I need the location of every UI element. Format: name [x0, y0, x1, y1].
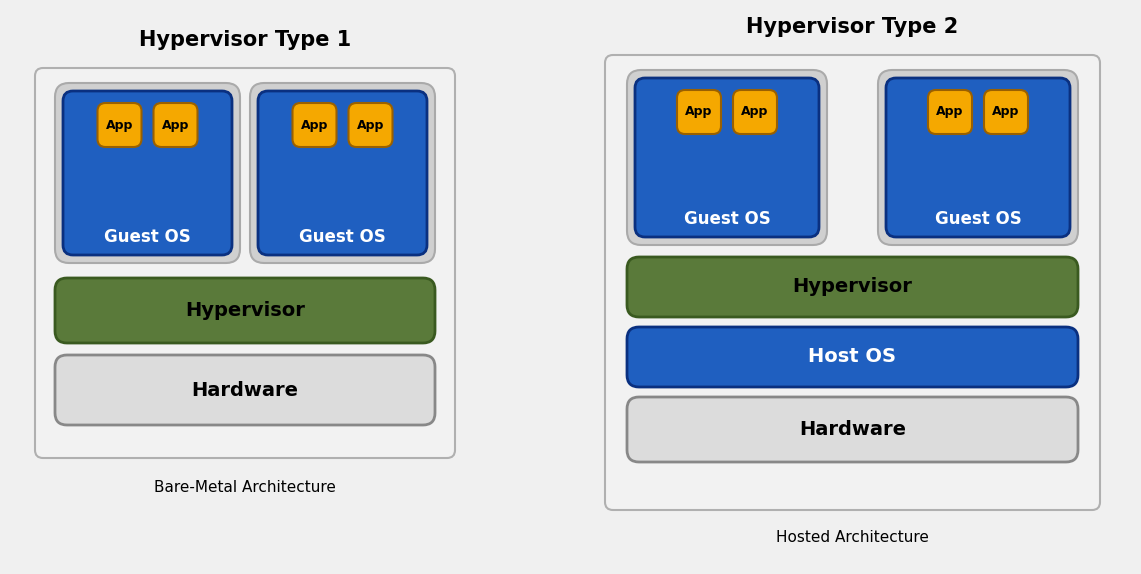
Text: App: App [301, 118, 329, 131]
Text: App: App [357, 118, 385, 131]
Text: Hypervisor: Hypervisor [185, 301, 305, 320]
FancyBboxPatch shape [879, 70, 1078, 245]
FancyBboxPatch shape [628, 70, 827, 245]
FancyBboxPatch shape [887, 78, 1070, 237]
FancyBboxPatch shape [628, 397, 1078, 462]
FancyBboxPatch shape [258, 91, 427, 255]
Text: App: App [686, 106, 713, 118]
FancyBboxPatch shape [677, 90, 721, 134]
FancyBboxPatch shape [35, 68, 455, 458]
Text: App: App [162, 118, 189, 131]
FancyBboxPatch shape [733, 90, 777, 134]
Text: Hypervisor Type 2: Hypervisor Type 2 [746, 17, 958, 37]
Text: App: App [993, 106, 1020, 118]
Text: App: App [106, 118, 133, 131]
FancyBboxPatch shape [928, 90, 972, 134]
Text: Guest OS: Guest OS [934, 210, 1021, 228]
FancyBboxPatch shape [55, 278, 435, 343]
FancyBboxPatch shape [628, 257, 1078, 317]
Text: Bare-Metal Architecture: Bare-Metal Architecture [154, 480, 335, 495]
Text: Guest OS: Guest OS [299, 228, 386, 246]
FancyBboxPatch shape [628, 327, 1078, 387]
FancyBboxPatch shape [250, 83, 435, 263]
FancyBboxPatch shape [55, 355, 435, 425]
Text: App: App [937, 106, 964, 118]
Text: Guest OS: Guest OS [104, 228, 191, 246]
FancyBboxPatch shape [605, 55, 1100, 510]
Text: Hardware: Hardware [192, 381, 299, 400]
Text: Hypervisor Type 1: Hypervisor Type 1 [139, 30, 351, 50]
FancyBboxPatch shape [154, 103, 197, 147]
FancyBboxPatch shape [636, 78, 819, 237]
Text: Hypervisor: Hypervisor [793, 277, 913, 297]
FancyBboxPatch shape [55, 83, 240, 263]
Text: Guest OS: Guest OS [683, 210, 770, 228]
FancyBboxPatch shape [97, 103, 141, 147]
Text: App: App [742, 106, 769, 118]
Text: Host OS: Host OS [809, 347, 897, 367]
Text: Hardware: Hardware [799, 420, 906, 439]
Text: Hosted Architecture: Hosted Architecture [776, 530, 929, 545]
FancyBboxPatch shape [292, 103, 337, 147]
FancyBboxPatch shape [348, 103, 393, 147]
FancyBboxPatch shape [63, 91, 232, 255]
FancyBboxPatch shape [984, 90, 1028, 134]
